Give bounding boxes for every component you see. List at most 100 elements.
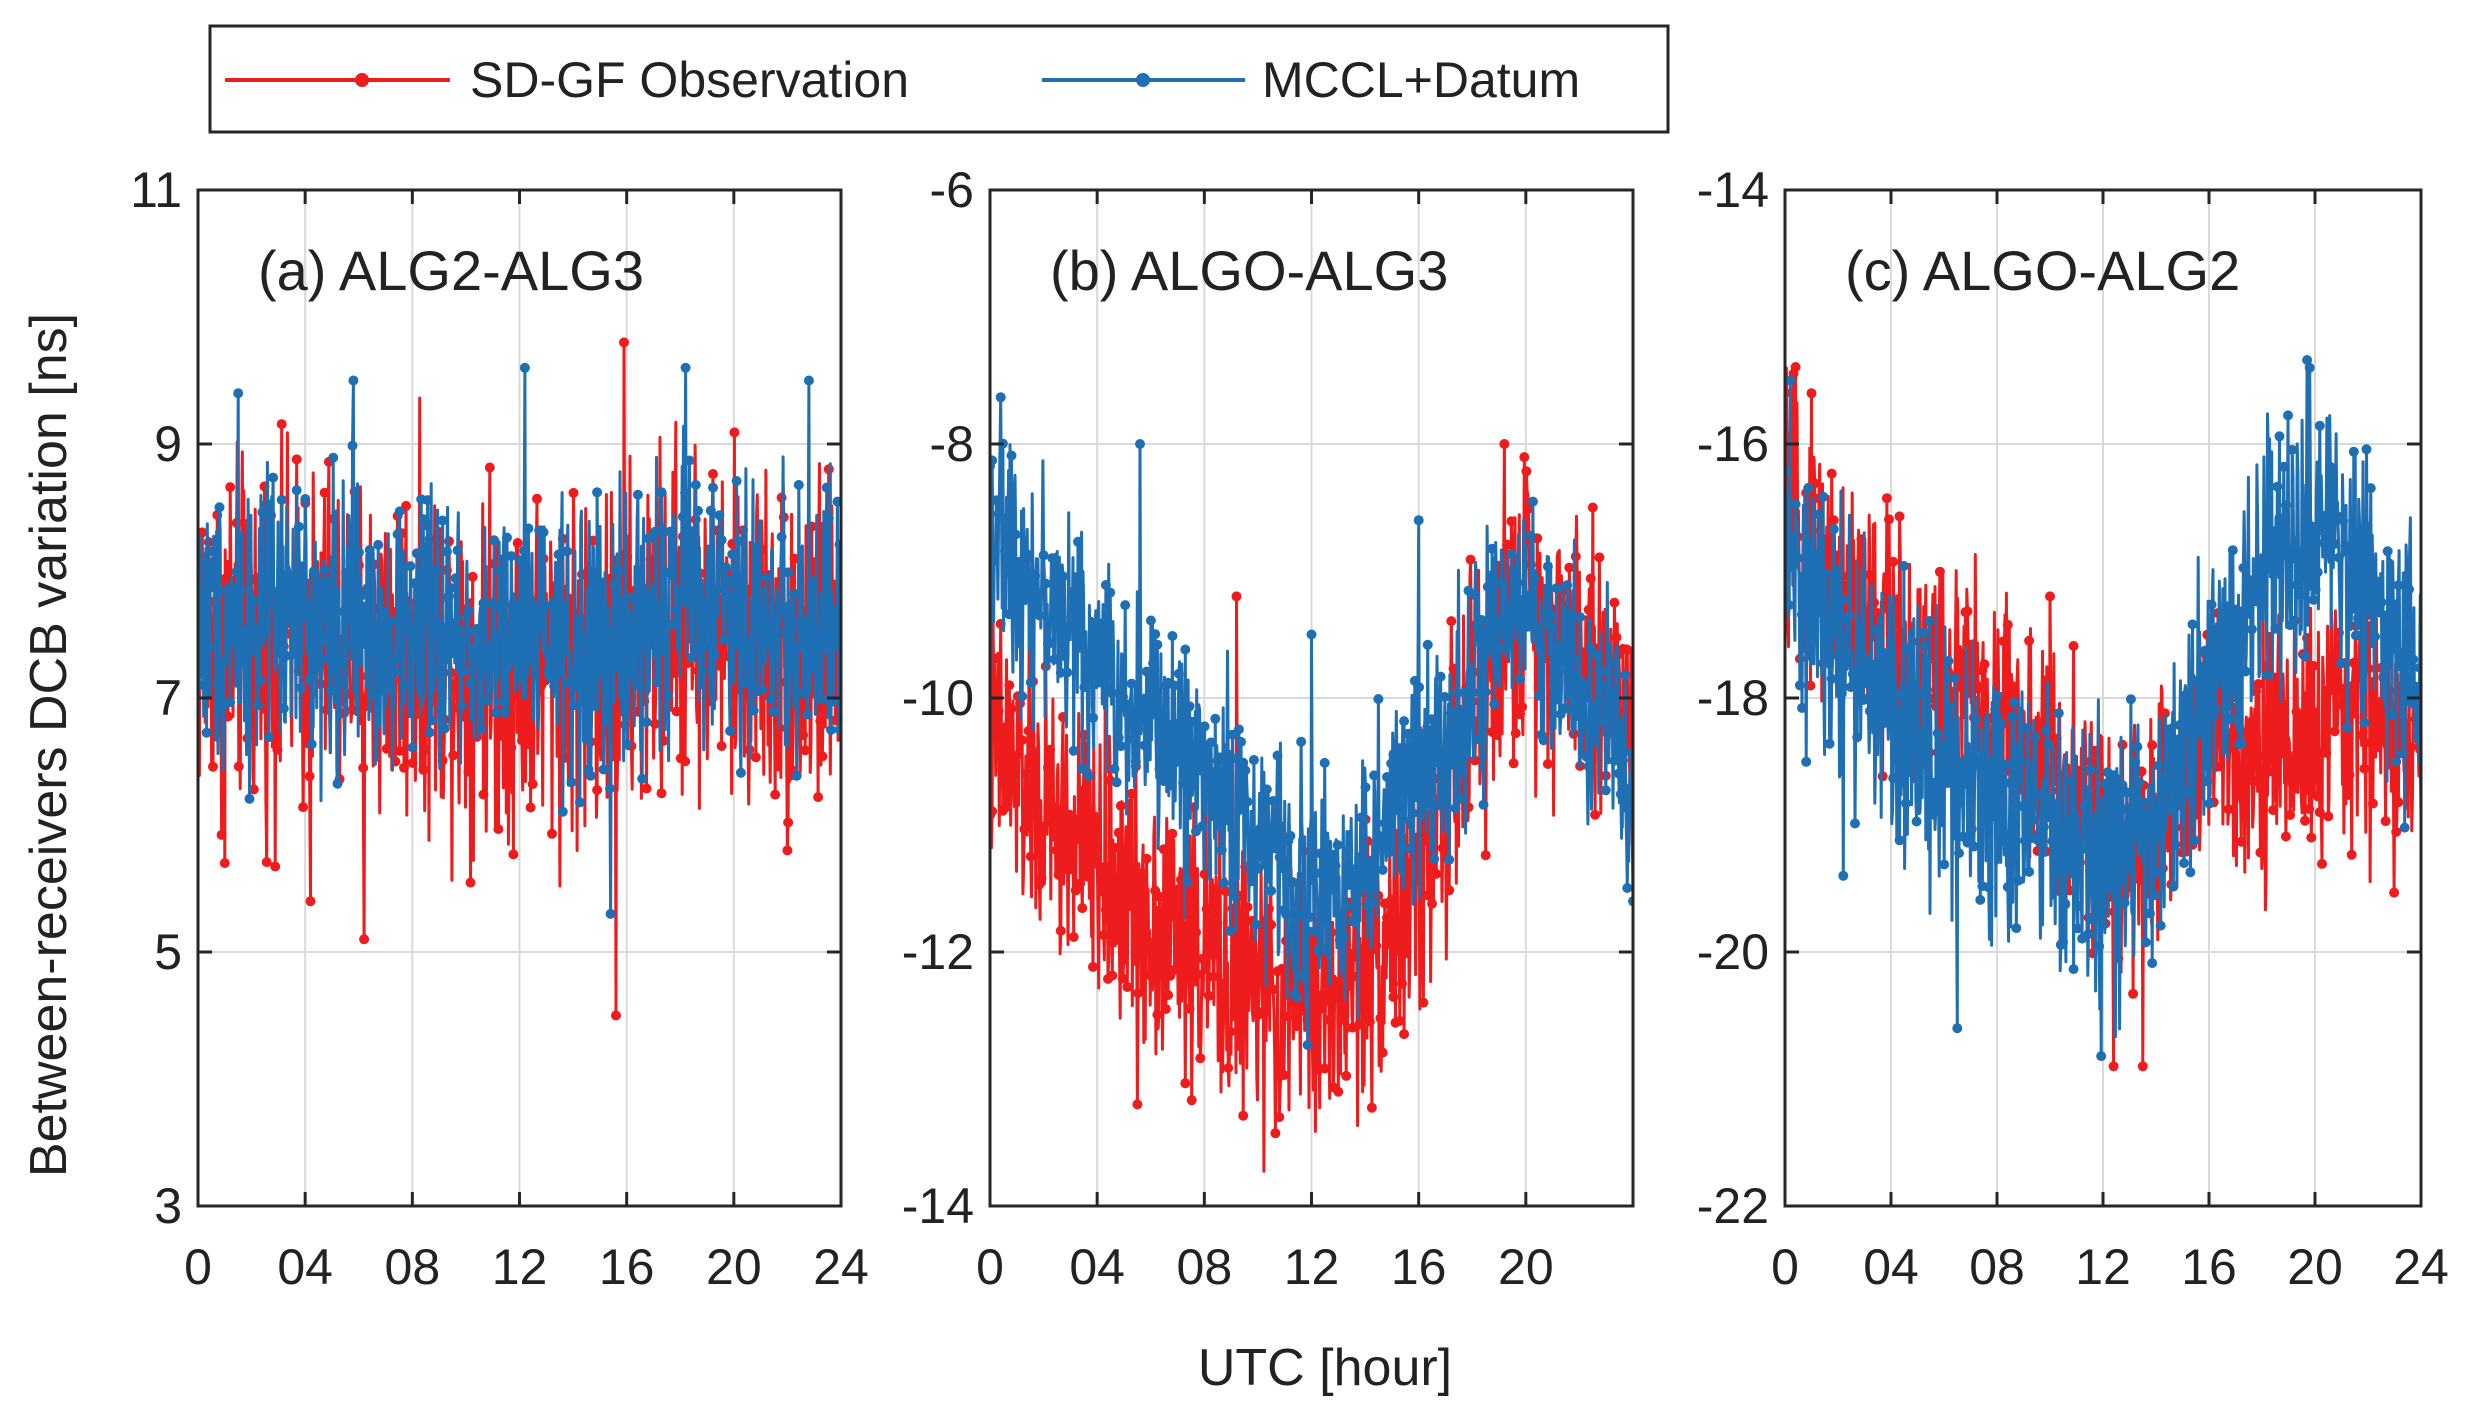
- data-point: [439, 723, 450, 734]
- data-point: [1186, 1095, 1197, 1106]
- y-tick-label: 3: [154, 1178, 182, 1234]
- data-point: [723, 575, 733, 586]
- data-point: [2323, 811, 2334, 822]
- data-point: [300, 494, 311, 504]
- data-point: [2172, 734, 2183, 745]
- data-point: [2215, 644, 2226, 655]
- data-point: [2314, 420, 2325, 431]
- data-point: [1594, 552, 1605, 563]
- data-point: [326, 685, 336, 696]
- data-point: [1510, 620, 1521, 631]
- data-point: [1042, 762, 1053, 773]
- data-point: [1180, 644, 1191, 655]
- data-point: [1412, 792, 1422, 803]
- data-point: [484, 462, 495, 473]
- data-point: [1879, 670, 1890, 681]
- data-point: [1231, 591, 1242, 602]
- data-point: [2066, 775, 2077, 786]
- data-point: [1418, 729, 1429, 739]
- data-point: [693, 505, 703, 516]
- data-point: [459, 666, 470, 677]
- data-point: [1960, 779, 1971, 789]
- data-point: [2108, 1061, 2119, 1072]
- data-point: [714, 510, 725, 521]
- data-point: [1173, 668, 1184, 679]
- data-point: [1268, 796, 1279, 806]
- data-point: [680, 362, 691, 373]
- data-point: [359, 934, 370, 945]
- data-point: [1317, 944, 1328, 955]
- data-point: [1366, 1102, 1377, 1113]
- data-point: [270, 861, 281, 872]
- data-point: [1150, 629, 1161, 640]
- data-point: [993, 705, 1004, 716]
- x-tick-label: 20: [2287, 1239, 2343, 1295]
- data-point: [2075, 845, 2085, 856]
- data-point: [1457, 741, 1468, 752]
- data-point: [452, 545, 463, 556]
- data-point: [508, 849, 519, 860]
- data-point: [2261, 670, 2272, 681]
- y-tick-label: -8: [930, 416, 974, 472]
- data-point: [399, 762, 409, 773]
- data-point: [210, 573, 221, 584]
- data-point: [577, 642, 588, 653]
- data-point: [1530, 573, 1540, 584]
- data-point: [1008, 777, 1019, 788]
- data-point: [680, 756, 691, 767]
- data-point: [690, 479, 701, 490]
- data-point: [677, 511, 688, 522]
- data-point: [2370, 631, 2380, 642]
- data-point: [2219, 634, 2230, 645]
- data-point: [1491, 577, 1502, 588]
- x-tick-label: 04: [277, 1239, 333, 1295]
- data-point: [2147, 958, 2158, 969]
- data-point: [650, 718, 660, 729]
- data-point: [1600, 785, 1611, 796]
- data-point: [765, 694, 776, 705]
- data-point: [635, 681, 645, 692]
- data-point: [1128, 902, 1139, 913]
- data-point: [2213, 626, 2223, 637]
- data-point: [435, 705, 446, 715]
- data-point: [1242, 796, 1253, 807]
- x-tick-label: 0: [976, 1239, 1004, 1295]
- data-point: [2399, 822, 2410, 833]
- data-point: [2321, 510, 2332, 521]
- series-mccl-datum: [1785, 355, 2421, 1062]
- data-point: [590, 700, 600, 711]
- data-point: [2005, 777, 2015, 788]
- data-point: [1833, 651, 1844, 661]
- data-point: [605, 783, 615, 794]
- data-point: [1934, 763, 1945, 774]
- data-point: [1454, 793, 1465, 804]
- x-tick-label: 08: [1177, 1239, 1233, 1295]
- data-point: [2036, 788, 2047, 799]
- data-point: [783, 817, 794, 828]
- series-line: [198, 366, 841, 916]
- data-point: [611, 633, 622, 644]
- data-point: [1517, 701, 1528, 712]
- data-point: [506, 742, 517, 753]
- data-point: [1598, 715, 1609, 726]
- data-point: [2174, 720, 2185, 730]
- data-point: [1405, 843, 1416, 854]
- data-point: [1542, 561, 1553, 572]
- data-point: [990, 546, 1000, 557]
- data-point: [1564, 562, 1575, 573]
- data-point: [592, 785, 603, 795]
- data-point: [2106, 884, 2117, 894]
- data-point: [1413, 515, 1424, 526]
- data-point: [2002, 882, 2013, 892]
- data-point: [2185, 867, 2196, 878]
- data-point: [2329, 726, 2340, 737]
- data-point: [2331, 650, 2342, 661]
- data-point: [1163, 990, 1174, 1001]
- data-point: [1354, 852, 1365, 863]
- data-point: [2308, 594, 2319, 605]
- data-point: [1195, 1053, 1206, 1064]
- data-point: [641, 717, 652, 727]
- data-point: [1203, 990, 1214, 1001]
- data-point: [1816, 607, 1827, 618]
- data-point: [1369, 770, 1380, 781]
